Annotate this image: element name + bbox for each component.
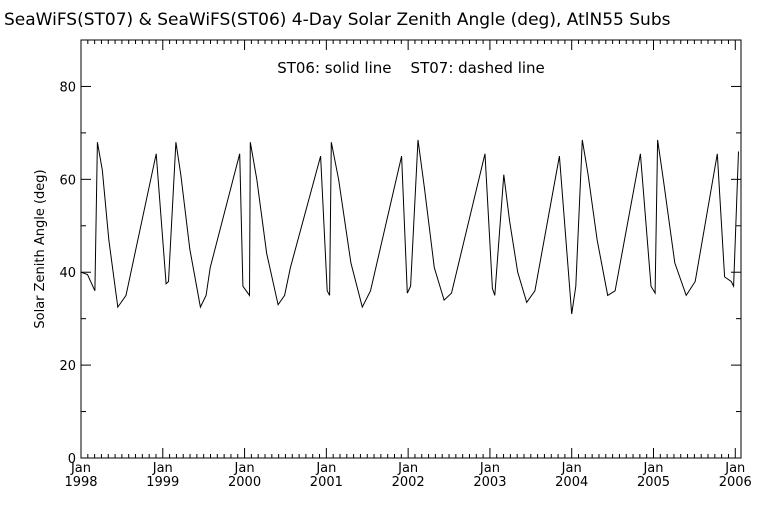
x-tick-month-label: Jan [234, 461, 255, 476]
x-tick-year-label: 2006 [719, 475, 752, 490]
y-tick-label: 80 [59, 80, 76, 95]
y-tick-label: 0 [68, 452, 76, 467]
x-tick-month-label: Jan [70, 461, 91, 476]
y-axis-label: Solar Zenith Angle (deg) [33, 169, 48, 328]
x-tick-month-label: Jan [561, 461, 582, 476]
series-line-st06 [80, 139, 739, 315]
plot-frame [80, 39, 742, 459]
y-tick-labels: 0 20 40 60 80 [59, 80, 76, 467]
x-tick-year-label: 2002 [392, 475, 425, 490]
x-tick-month-label: Jan [642, 461, 663, 476]
x-tick-month-label: Jan [479, 461, 500, 476]
y-tick-label: 60 [59, 173, 76, 188]
series-layer [80, 139, 739, 315]
x-tick-month-label: Jan [724, 461, 745, 476]
legend-annotation: ST06: solid line ST07: dashed line [277, 59, 545, 77]
x-tick-month-label: Jan [315, 461, 336, 476]
x-tick-year-label: 2005 [637, 475, 670, 490]
x-tick-year-label: 1999 [146, 475, 179, 490]
x-tick-year-label: 2004 [555, 475, 588, 490]
axis-ticks [80, 39, 741, 459]
x-tick-month-label: Jan [152, 461, 173, 476]
x-tick-month-label: Jan [397, 461, 418, 476]
y-tick-label: 20 [59, 359, 76, 374]
x-tick-year-label: 1998 [64, 475, 97, 490]
x-tick-year-label: 2000 [228, 475, 261, 490]
x-tick-year-label: 2001 [310, 475, 343, 490]
y-tick-label: 40 [59, 266, 76, 281]
x-tick-year-label: 2003 [473, 475, 506, 490]
x-tick-labels: Jan1998Jan1999Jan2000Jan2001Jan2002Jan20… [64, 461, 751, 490]
chart-title: SeaWiFS(ST07) & SeaWiFS(ST06) 4-Day Sola… [4, 10, 671, 30]
